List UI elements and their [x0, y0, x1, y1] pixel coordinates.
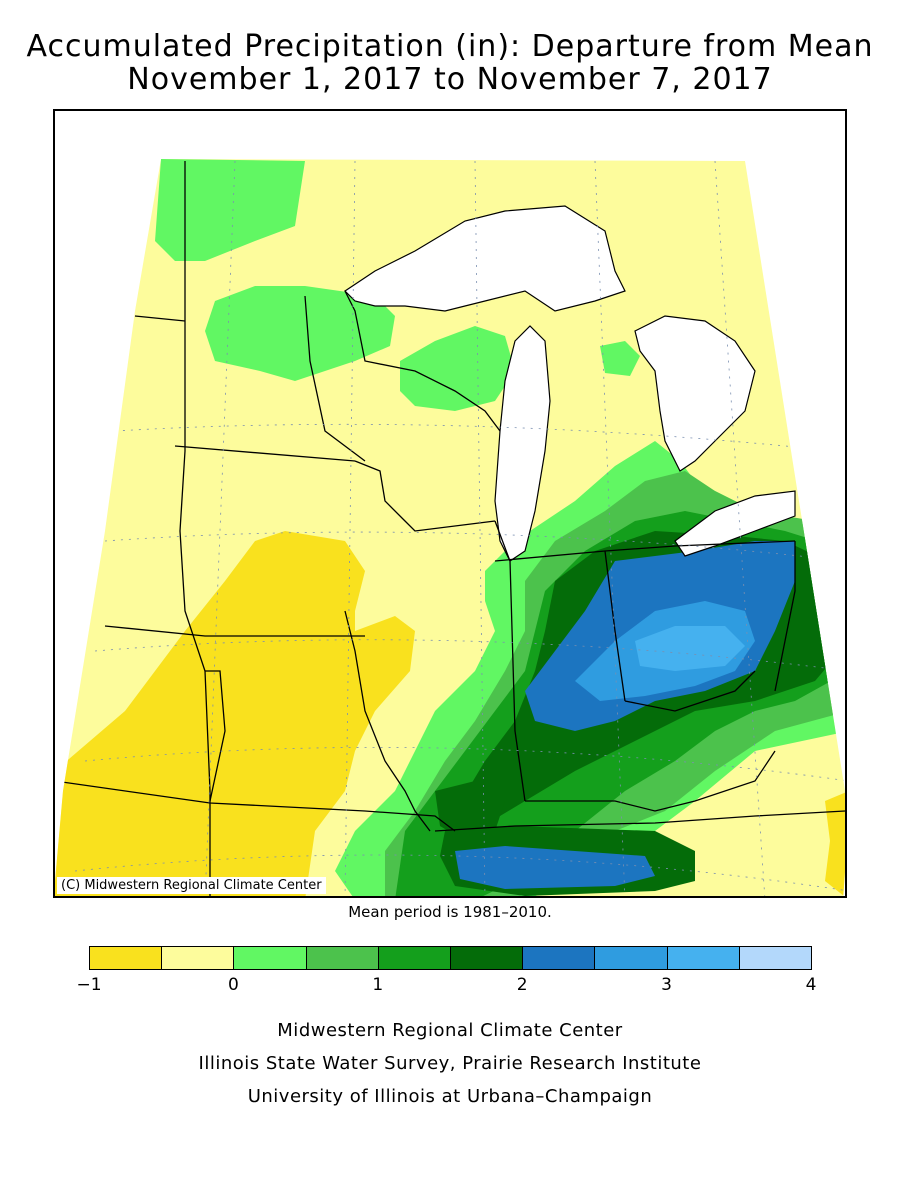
wet-area-northmn	[155, 159, 305, 261]
legend-swatch	[738, 946, 812, 970]
state-borders	[55, 161, 845, 896]
lake-huron	[634, 315, 756, 472]
wet-area-upper-mi	[600, 341, 640, 376]
map-title: Accumulated Precipitation (in): Departur…	[26, 29, 874, 64]
legend-tick-label: 0	[227, 975, 239, 995]
legend-tick-label: 1	[372, 975, 384, 995]
legend-tick-label: 3	[661, 975, 673, 995]
legend-tick-label: 4	[805, 975, 817, 995]
legend-swatch	[594, 946, 668, 970]
legend-swatch	[666, 946, 740, 970]
map-date-range: November 1, 2017 to November 7, 2017	[127, 62, 773, 97]
lake-superior	[344, 205, 626, 312]
map-canvas	[55, 159, 845, 896]
dry-area-east	[825, 791, 845, 896]
lat-lon-grid	[74, 160, 845, 896]
legend-ticks	[0, 970, 900, 1000]
wet-area-three-to-three-half	[635, 626, 745, 671]
mean-period-note: Mean period is 1981–2010.	[348, 903, 552, 921]
wet-area-missouri-bootheel	[435, 781, 505, 841]
credit-mrcc: Midwestern Regional Climate Center	[277, 1020, 623, 1041]
wet-area-wi	[400, 326, 515, 411]
legend-swatch	[522, 946, 596, 970]
wet-area-mn-wi	[205, 286, 395, 381]
legend-swatch	[89, 946, 163, 970]
legend-tick-label: 2	[516, 975, 528, 995]
copyright-notice: (C) Midwestern Regional Climate Center	[57, 877, 326, 894]
lake-erie	[674, 490, 796, 557]
legend-swatch	[161, 946, 235, 970]
wet-area-kentucky-blue	[455, 846, 655, 889]
legend-swatch	[305, 946, 379, 970]
color-legend	[89, 946, 812, 970]
precipitation-departure-map: (C) Midwestern Regional Climate Center	[53, 109, 847, 898]
dry-area-iowa	[55, 531, 415, 896]
legend-swatch	[233, 946, 307, 970]
legend-tick-label: −1	[76, 975, 102, 995]
legend-swatch	[377, 946, 451, 970]
legend-swatch	[450, 946, 524, 970]
credit-isws: Illinois State Water Survey, Prairie Res…	[198, 1053, 702, 1074]
credit-uiuc: University of Illinois at Urbana–Champai…	[247, 1086, 653, 1107]
